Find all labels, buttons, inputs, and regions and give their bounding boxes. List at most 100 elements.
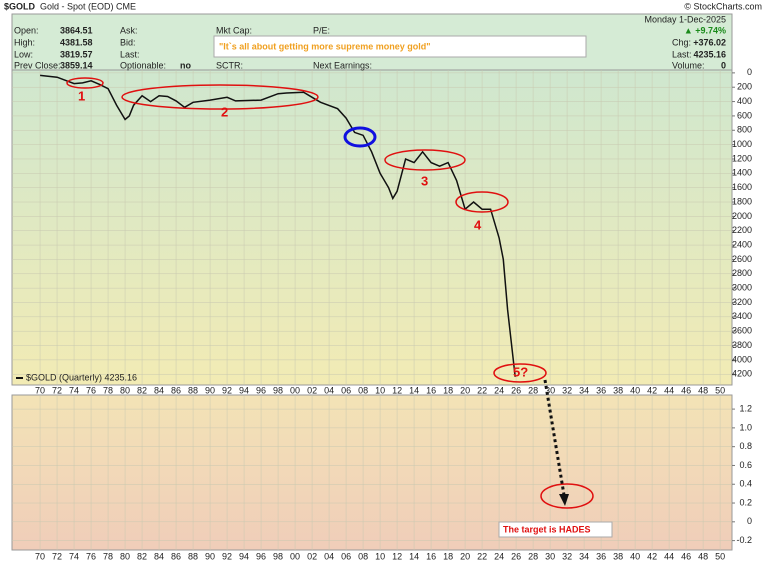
x-tick-label: 06 xyxy=(341,551,351,561)
credit: © StockCharts.com xyxy=(684,1,762,11)
x-tick-label: 78 xyxy=(103,385,113,395)
x-tick-label: 84 xyxy=(154,551,164,561)
quote: "It`s all about getting more supreme mon… xyxy=(219,41,431,51)
symbol: $GOLD xyxy=(4,1,36,11)
legend: $GOLD (Quarterly) 4235.16 xyxy=(26,372,137,382)
field-value: 4381.58 xyxy=(60,37,93,47)
x-tick-label: 24 xyxy=(494,551,504,561)
annotation: 4 xyxy=(474,217,482,232)
ellipse xyxy=(493,363,547,383)
field-label: High: xyxy=(14,37,35,47)
x-tick-label: 22 xyxy=(477,551,487,561)
x-tick-label: 70 xyxy=(35,385,45,395)
y-tick-label: 0.6 xyxy=(739,460,752,470)
field-label: Prev Close: xyxy=(14,60,61,70)
x-tick-label: 84 xyxy=(154,385,164,395)
x-tick-label: 90 xyxy=(205,551,215,561)
lower-panel xyxy=(11,394,733,551)
y-tick-label: 1200 xyxy=(732,153,752,163)
field-label: Last: xyxy=(120,49,140,59)
y-tick-label: 0.2 xyxy=(739,497,752,507)
x-tick-label: 40 xyxy=(630,385,640,395)
y-tick-label: 800 xyxy=(737,125,752,135)
field-label: Next Earnings: xyxy=(313,60,372,70)
field-label: Volume: xyxy=(672,60,705,70)
field-value: 3819.57 xyxy=(60,49,93,59)
x-tick-label: 86 xyxy=(171,385,181,395)
x-tick-label: 98 xyxy=(273,551,283,561)
ellipse xyxy=(455,191,509,213)
field-label: Last: xyxy=(672,49,692,59)
y-tick-label: 0.8 xyxy=(739,441,752,451)
x-tick-label: 32 xyxy=(562,551,572,561)
x-tick-label: 18 xyxy=(443,551,453,561)
x-tick-label: 12 xyxy=(392,385,402,395)
x-tick-label: 02 xyxy=(307,551,317,561)
x-tick-label: 92 xyxy=(222,551,232,561)
x-tick-label: 82 xyxy=(137,385,147,395)
x-tick-label: 22 xyxy=(477,385,487,395)
x-tick-label: 96 xyxy=(256,385,266,395)
field-value: +376.02 xyxy=(693,37,726,47)
x-tick-label: 94 xyxy=(239,551,249,561)
x-tick-label: 90 xyxy=(205,385,215,395)
x-tick-label: 36 xyxy=(596,385,606,395)
x-tick-label: 48 xyxy=(698,385,708,395)
y-tick-label: 0 xyxy=(747,516,752,526)
x-tick-label: 16 xyxy=(426,385,436,395)
x-tick-label: 10 xyxy=(375,385,385,395)
x-tick-label: 42 xyxy=(647,385,657,395)
x-tick-label: 74 xyxy=(69,551,79,561)
x-tick-label: 30 xyxy=(545,551,555,561)
y-tick-label: 1.2 xyxy=(739,403,752,413)
y-tick-label: 600 xyxy=(737,110,752,120)
x-tick-label: 34 xyxy=(579,551,589,561)
x-tick-label: 28 xyxy=(528,385,538,395)
field-label: Chg: xyxy=(672,37,691,47)
x-tick-label: 70 xyxy=(35,551,45,561)
x-tick-label: 44 xyxy=(664,551,674,561)
x-tick-label: 14 xyxy=(409,385,419,395)
field-label: SCTR: xyxy=(216,60,243,70)
ellipse xyxy=(66,77,104,89)
arrow-head xyxy=(559,494,569,506)
y-tick-label: 2600 xyxy=(732,254,752,264)
x-tick-label: 88 xyxy=(188,385,198,395)
y-tick-label: 4000 xyxy=(732,354,752,364)
field-label: Optionable: xyxy=(120,60,166,70)
x-tick-label: 86 xyxy=(171,551,181,561)
y-tick-label: 2800 xyxy=(732,268,752,278)
x-tick-label: 08 xyxy=(358,385,368,395)
x-tick-label: 46 xyxy=(681,385,691,395)
description: Gold - Spot (EOD) CME xyxy=(40,1,136,11)
y-tick-label: 3200 xyxy=(732,297,752,307)
x-tick-label: 02 xyxy=(307,385,317,395)
y-tick-label: 3400 xyxy=(732,311,752,321)
marks xyxy=(40,74,516,377)
field-value: 3859.14 xyxy=(60,60,93,70)
field-value: 3864.51 xyxy=(60,25,93,35)
y-tick-label: 3800 xyxy=(732,340,752,350)
x-tick-label: 26 xyxy=(511,385,521,395)
field-label: Bid: xyxy=(120,37,136,47)
x-tick-label: 34 xyxy=(579,385,589,395)
x-tick-label: 04 xyxy=(324,551,334,561)
x-tick-label: 24 xyxy=(494,385,504,395)
annotation: 3 xyxy=(421,173,428,188)
x-tick-label: 72 xyxy=(52,385,62,395)
x-tick-label: 10 xyxy=(375,551,385,561)
x-tick-label: 72 xyxy=(52,551,62,561)
x-tick-label: 96 xyxy=(256,551,266,561)
y-tick-label: 2400 xyxy=(732,239,752,249)
x-tick-label: 06 xyxy=(341,385,351,395)
hades: The target is HADES xyxy=(503,524,591,534)
x-tick-label: 26 xyxy=(511,551,521,561)
field-label: Open: xyxy=(14,25,39,35)
y-tick-label: 1.0 xyxy=(739,422,752,432)
quote-box xyxy=(213,35,587,58)
x-tick-label: 76 xyxy=(86,385,96,395)
y-tick-label: 1800 xyxy=(732,196,752,206)
y-tick-label: 3000 xyxy=(732,283,752,293)
field-label: Ask: xyxy=(120,25,138,35)
x-tick-label: 88 xyxy=(188,551,198,561)
